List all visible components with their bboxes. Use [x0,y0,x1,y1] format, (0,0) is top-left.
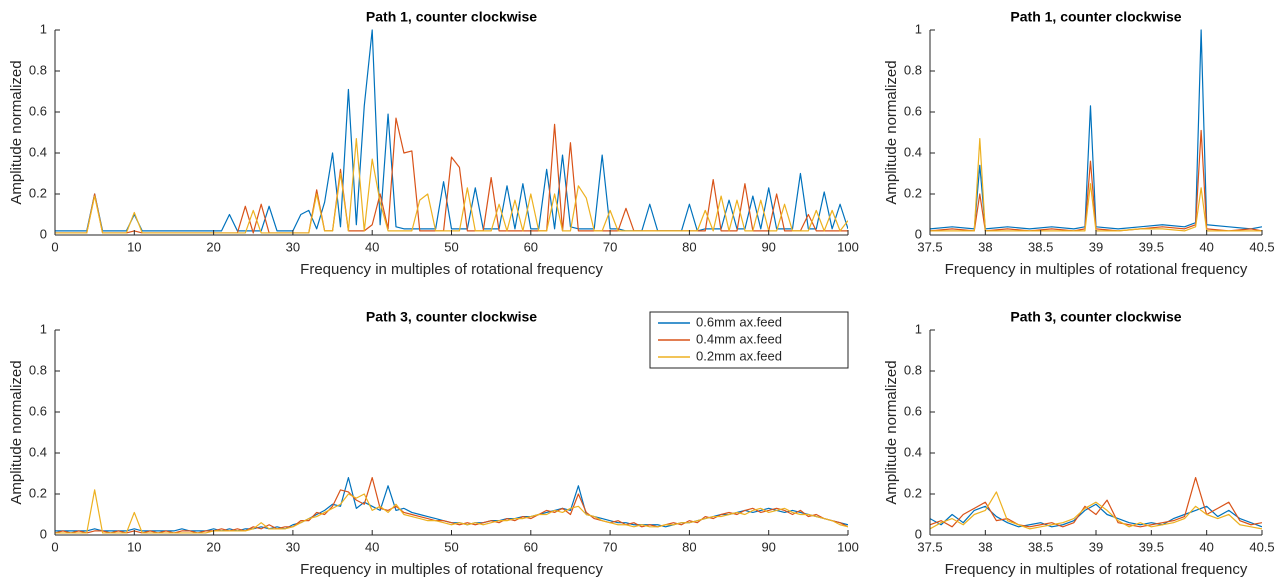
x-tick-label: 0 [51,539,58,554]
y-tick-label: 0.6 [29,403,47,418]
x-tick-label: 80 [682,539,696,554]
y-tick-label: 0.2 [904,185,922,200]
x-tick-label: 37.5 [917,239,942,254]
x-tick-label: 30 [286,239,300,254]
x-tick-label: 38.5 [1028,539,1053,554]
y-tick-label: 0.4 [904,444,922,459]
x-tick-label: 90 [761,239,775,254]
x-tick-label: 100 [837,239,859,254]
series-line [55,117,848,234]
y-tick-label: 1 [915,321,922,336]
x-axis-label: Frequency in multiples of rotational fre… [300,561,603,578]
legend-label: 0.6mm ax.feed [696,314,782,329]
y-tick-label: 0.8 [29,62,47,77]
series-line [930,491,1262,530]
series-line [55,489,848,534]
x-tick-label: 10 [127,239,141,254]
y-tick-label: 0.4 [904,144,922,159]
chart-title: Path 3, counter clockwise [366,309,537,325]
subplot: 37.5 38 38.5 39 39.5 40 40.5 0 0.2 0.4 0.6 0.8 1 Path… [883,9,1275,278]
y-tick-label: 0.2 [29,185,47,200]
x-tick-label: 0 [51,239,58,254]
y-tick-label: 0.6 [904,103,922,118]
plot-area [55,477,848,534]
x-tick-label: 39.5 [1139,539,1164,554]
y-tick-label: 0.8 [904,62,922,77]
series-line [930,138,1262,232]
plot-area [930,477,1262,530]
x-tick-label: 60 [524,239,538,254]
x-tick-label: 30 [286,539,300,554]
x-axis-label: Frequency in multiples of rotational fre… [300,261,603,278]
y-tick-label: 1 [40,21,47,36]
x-tick-label: 39.5 [1139,239,1164,254]
x-tick-label: 40 [1199,239,1213,254]
x-tick-label: 50 [444,539,458,554]
legend-label: 0.4mm ax.feed [696,331,782,346]
y-tick-label: 0 [40,526,47,541]
series-line [930,503,1262,528]
x-tick-label: 37.5 [917,539,942,554]
x-tick-label: 90 [761,539,775,554]
y-tick-label: 0.2 [29,485,47,500]
x-tick-label: 40.5 [1249,239,1274,254]
y-tick-label: 0 [915,226,922,241]
series-line [930,129,1262,232]
chart-title: Path 1, counter clockwise [1010,9,1181,25]
subplot: 37.5 38 38.5 39 39.5 40 40.5 0 0.2 0.4 0.6 0.8 1 Path… [883,309,1275,578]
y-tick-label: 0.4 [29,144,47,159]
y-axis-label: Amplitude normalized [883,60,900,204]
y-tick-label: 0 [40,226,47,241]
x-tick-label: 39 [1089,239,1103,254]
y-axis-label: Amplitude normalized [883,360,900,504]
subplot: 0 10 20 30 40 50 60 70 80 90 100 0 0.2 0.4 0.6 0.8 1 Path… [8,9,859,278]
chart-title: Path 3, counter clockwise [1010,309,1181,325]
series-line [55,477,848,534]
series-line [930,29,1262,230]
plot-area [55,29,848,234]
x-tick-label: 38 [978,539,992,554]
x-tick-label: 39 [1089,539,1103,554]
x-axis-label: Frequency in multiples of rotational fre… [945,561,1248,578]
x-tick-label: 100 [837,539,859,554]
y-tick-label: 0.8 [904,362,922,377]
y-tick-label: 0.6 [904,403,922,418]
x-tick-label: 70 [603,239,617,254]
x-axis-label: Frequency in multiples of rotational fre… [945,261,1248,278]
x-tick-label: 40.5 [1249,539,1274,554]
x-tick-label: 40 [1199,539,1213,554]
y-tick-label: 0.8 [29,362,47,377]
y-tick-label: 0.2 [904,485,922,500]
subplot: 0 10 20 30 40 50 60 70 80 90 100 0 0.2 0.4 0.6 0.8 1 Path… [8,309,859,578]
y-tick-label: 0.4 [29,444,47,459]
x-tick-label: 60 [524,539,538,554]
x-tick-label: 40 [365,239,379,254]
x-tick-label: 80 [682,239,696,254]
y-axis-label: Amplitude normalized [8,60,25,204]
y-tick-label: 0 [915,526,922,541]
series-line [55,138,848,234]
y-tick-label: 1 [915,21,922,36]
x-tick-label: 10 [127,539,141,554]
x-tick-label: 38 [978,239,992,254]
y-axis-label: Amplitude normalized [8,360,25,504]
legend-label: 0.2mm ax.feed [696,348,782,363]
x-tick-label: 50 [444,239,458,254]
x-tick-label: 70 [603,539,617,554]
x-tick-label: 20 [206,239,220,254]
x-tick-label: 40 [365,539,379,554]
y-tick-label: 0.6 [29,103,47,118]
x-tick-label: 38.5 [1028,239,1053,254]
series-line [55,29,848,232]
x-tick-label: 20 [206,539,220,554]
plot-area [930,29,1262,232]
y-tick-label: 1 [40,321,47,336]
chart-title: Path 1, counter clockwise [366,9,537,25]
